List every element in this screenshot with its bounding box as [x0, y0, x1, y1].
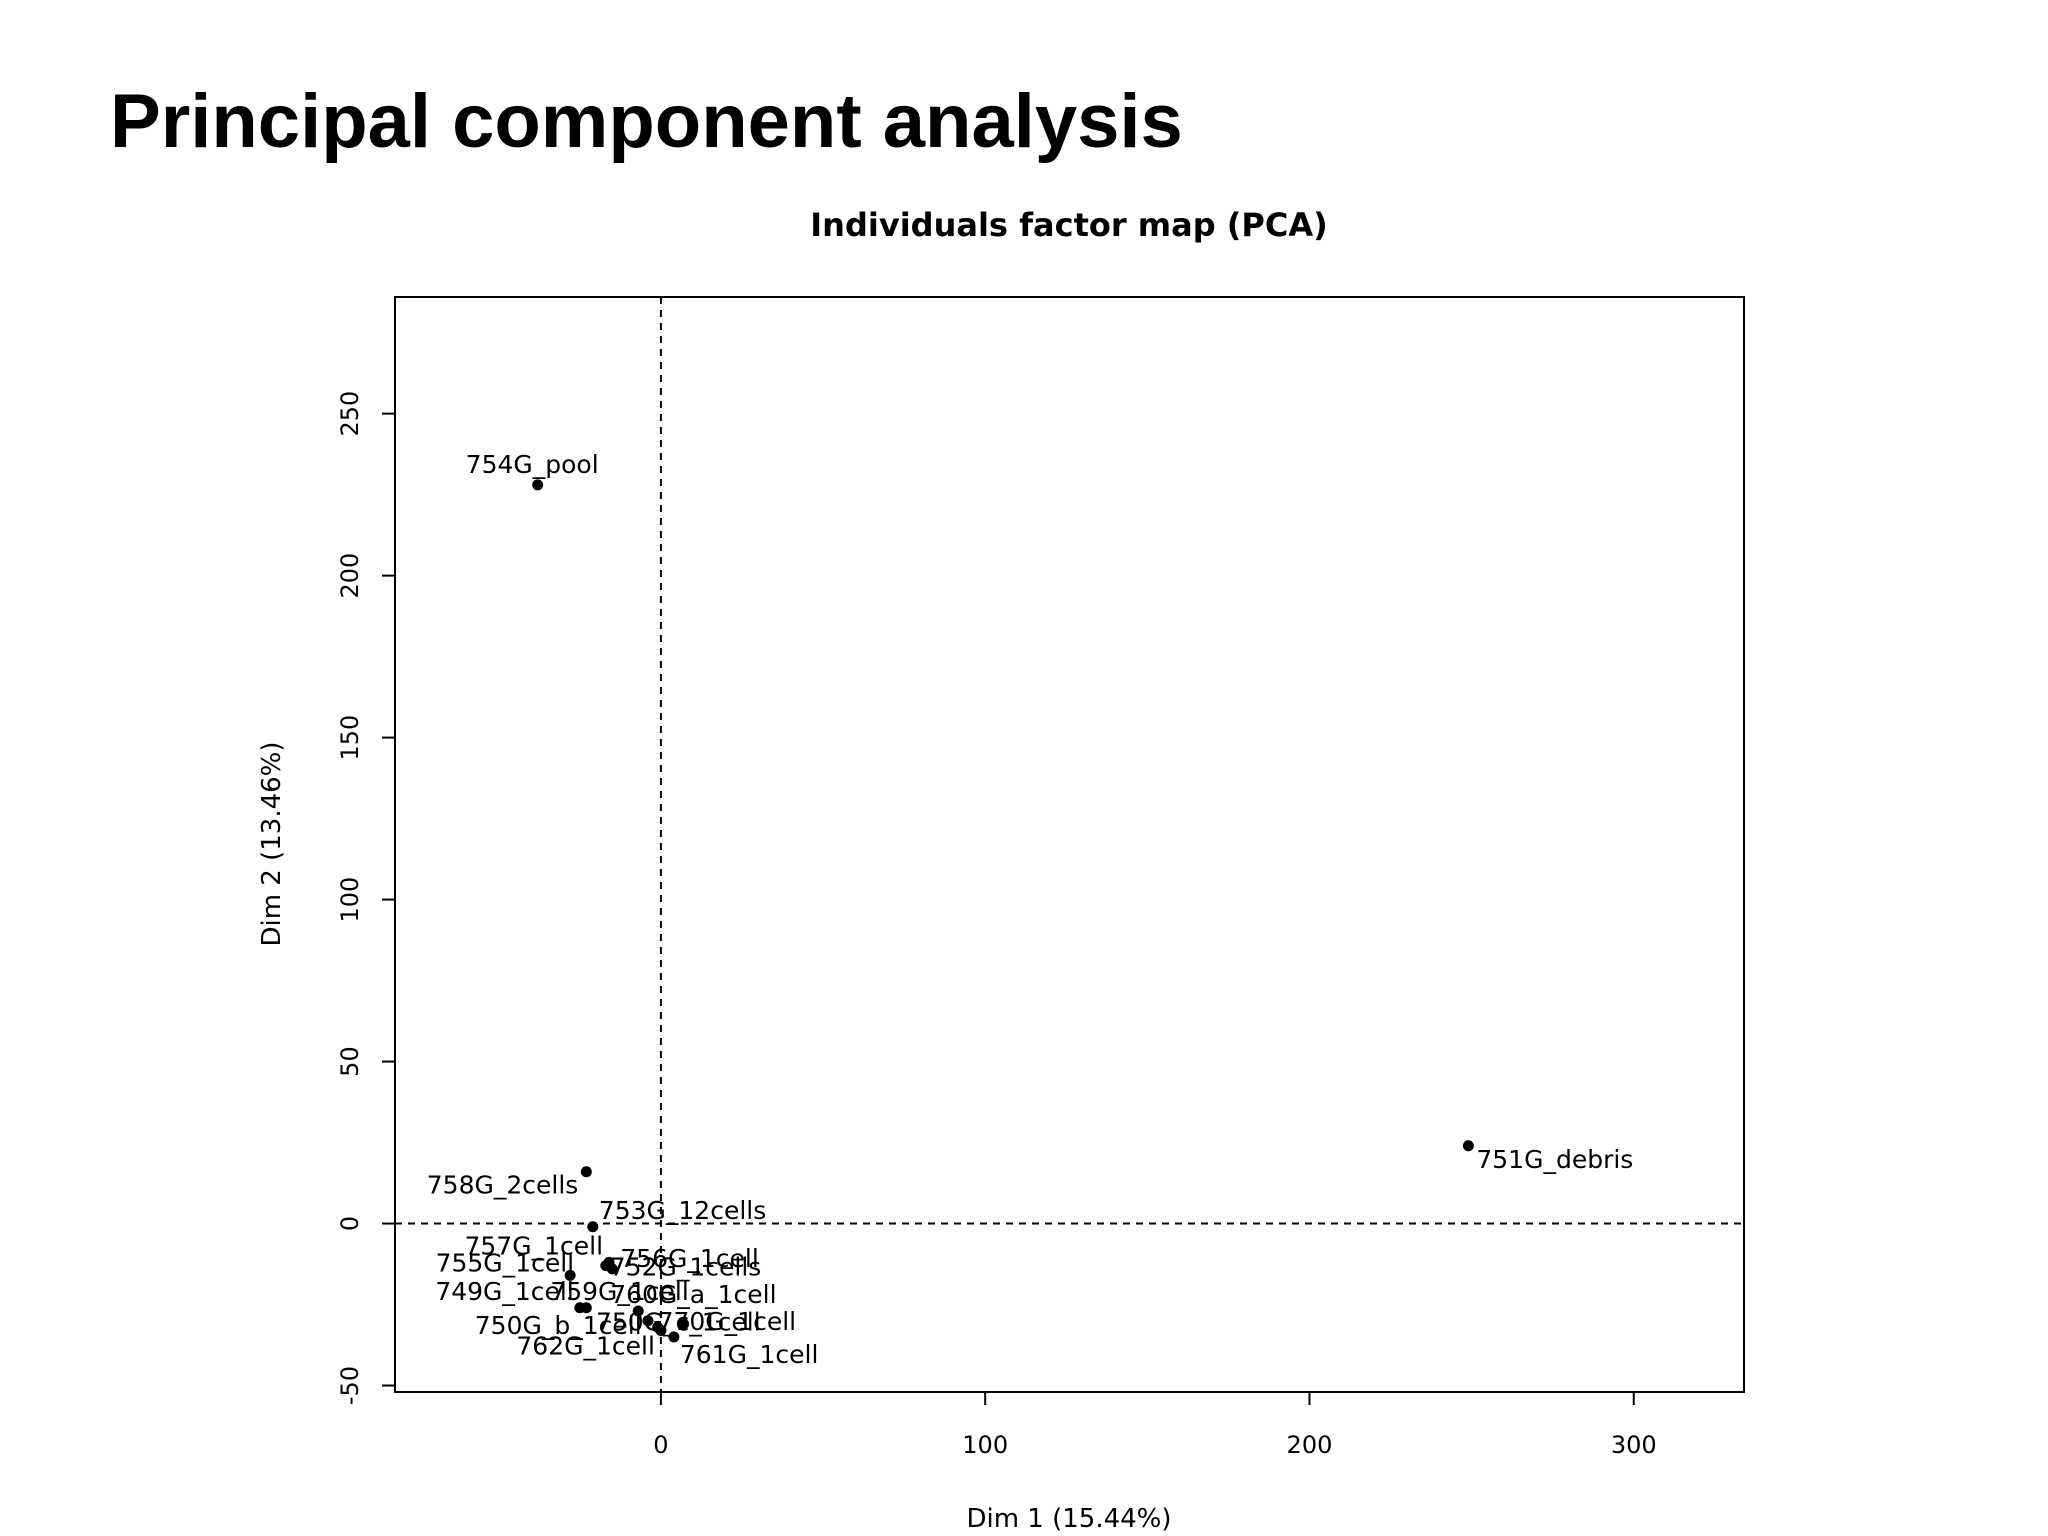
y-tick-label: 250 [336, 391, 364, 437]
x-tick-label: 0 [653, 1431, 668, 1459]
x-tick-label: 300 [1611, 1431, 1657, 1459]
data-point [580, 1166, 592, 1178]
axes: 0 100 200 300 -50 0 50 100 150 200 250 [336, 391, 1657, 1459]
slide-title: Principal component analysis [110, 79, 1183, 164]
point-label: 757G_1cell [465, 1231, 604, 1260]
data-point [587, 1221, 599, 1233]
point-label: 750G_c_1cell [596, 1308, 761, 1337]
point-label: 751G_debris [1476, 1145, 1633, 1174]
point-label: 759G_1cell [550, 1277, 689, 1306]
data-point [600, 1260, 612, 1272]
data-point [1462, 1140, 1474, 1152]
point-label: 756G_1cell [620, 1244, 759, 1273]
reference-lines [395, 297, 1744, 1392]
y-tick-label: 150 [336, 715, 364, 761]
point-label: 760G_a_1cell [610, 1280, 776, 1309]
data-point [632, 1305, 644, 1317]
point-label: 770G_1cell [658, 1307, 797, 1336]
x-axis-label: Dim 1 (15.44%) [966, 1504, 1171, 1534]
data-point [678, 1318, 690, 1330]
y-axis-label: Dim 2 (13.46%) [257, 741, 287, 946]
point-label: 758G_2cells [427, 1171, 579, 1200]
y-tick-label: 200 [336, 553, 364, 599]
data-point [564, 1269, 576, 1281]
y-tick-label: 0 [336, 1216, 364, 1231]
point-label: 752G_1cells [610, 1253, 762, 1282]
point-label: 750G_b_1cell [475, 1311, 642, 1340]
point-label: 755G_1cell [436, 1248, 575, 1277]
point-label: 754G_pool [466, 450, 599, 479]
point-label: 761G_1cell [680, 1340, 819, 1369]
point-label: 753G_12cells [599, 1196, 766, 1225]
chart-title: Individuals factor map (PCA) [810, 206, 1327, 244]
y-tick-label: 50 [336, 1046, 364, 1077]
x-tick-label: 200 [1287, 1431, 1333, 1459]
y-tick-label: 100 [336, 877, 364, 923]
point-labels: 754G_pool 751G_debris 758G_2cells 753G_12ce… [427, 450, 1634, 1369]
data-point [642, 1315, 654, 1327]
x-tick-label: 100 [962, 1431, 1008, 1459]
point-label: 762G_1cell [516, 1331, 655, 1360]
data-point [668, 1331, 680, 1343]
data-point [655, 1324, 667, 1336]
point-label: 749G_1cell [435, 1277, 574, 1306]
data-points [532, 479, 1474, 1343]
data-point [532, 479, 544, 491]
data-point [580, 1302, 592, 1314]
y-tick-label: -50 [336, 1366, 364, 1405]
